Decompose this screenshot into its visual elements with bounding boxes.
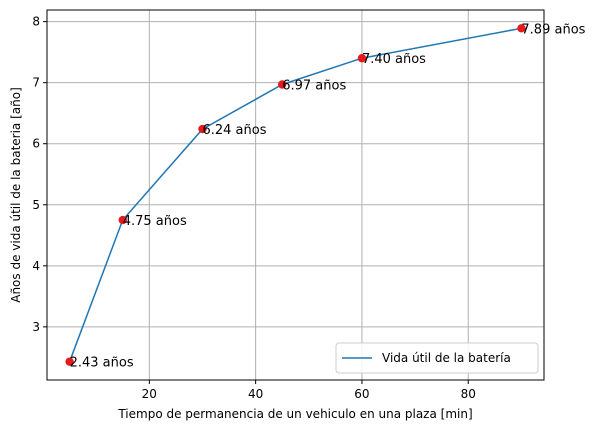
data-point: [198, 124, 207, 134]
legend-box: [335, 342, 539, 374]
data-label: 6.24 años: [202, 123, 266, 138]
y-tick-label: 8: [32, 15, 40, 29]
x-tick-label: 20: [142, 387, 157, 401]
x-tick-label: 60: [354, 387, 369, 401]
data-label: 7.89 años: [521, 22, 585, 37]
legend: Vida útil de la batería: [335, 342, 539, 374]
series-line: [68, 27, 522, 362]
x-axis-label: Tiempo de permanencia de un vehiculo en …: [117, 407, 472, 421]
data-label: 2.43 años: [70, 356, 134, 371]
x-tick-label: 40: [248, 387, 263, 401]
data-label: 6.97 años: [282, 78, 346, 93]
series-layer: [65, 24, 526, 366]
data-label: 4.75 años: [123, 214, 187, 229]
data-point: [517, 24, 526, 33]
data-point: [278, 80, 287, 89]
grid: [47, 10, 544, 380]
data-point: [118, 215, 127, 225]
axis-ticks: 20 40 60 80 3 4 5 6 7 8: [32, 15, 476, 401]
data-point: [65, 357, 74, 366]
x-tick-label: 80: [461, 387, 476, 401]
plot-frame: [46, 9, 545, 381]
legend-label: Vida útil de la batería: [382, 351, 511, 365]
data-point: [357, 54, 367, 63]
data-labels: 2.43 años 4.75 años 6.24 años 6.97 años 7.40…: [70, 22, 586, 370]
y-tick-label: 4: [32, 259, 40, 273]
y-axis-label: Años de vida útil de la bateria [año]: [9, 87, 23, 303]
y-tick-label: 3: [32, 320, 40, 334]
y-tick-label: 7: [32, 76, 40, 90]
y-tick-label: 5: [32, 198, 40, 212]
y-tick-label: 6: [32, 137, 40, 151]
data-label: 7.40 años: [362, 52, 426, 67]
